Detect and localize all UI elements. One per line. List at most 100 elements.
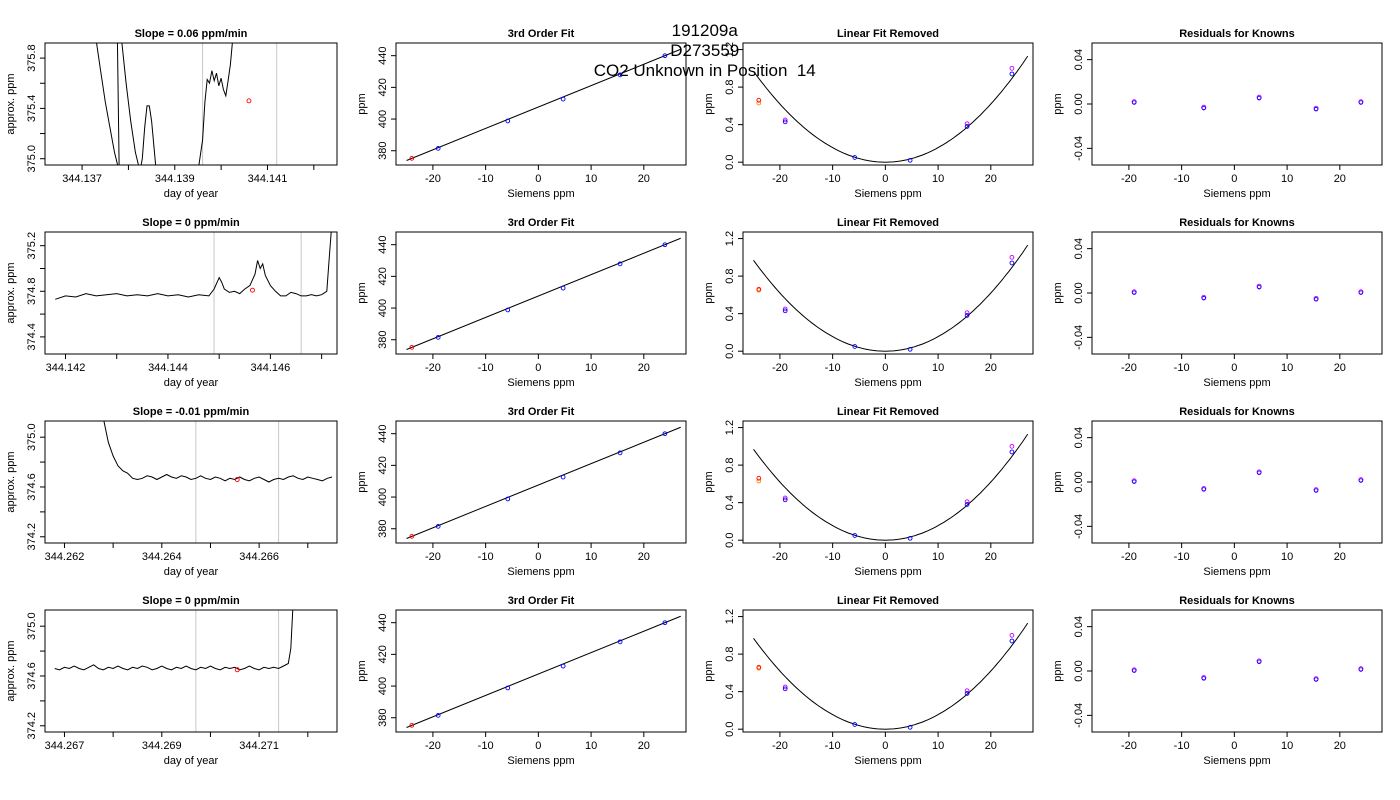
data-point xyxy=(756,97,762,103)
x-tick-label: 344.144 xyxy=(148,362,188,374)
x-tick-label: 10 xyxy=(932,551,944,563)
data-point xyxy=(435,524,441,529)
y-tick-label: 374.4 xyxy=(26,323,38,351)
x-tick-label: -20 xyxy=(1121,740,1137,752)
y-axis-label: ppm xyxy=(1052,282,1064,303)
data-point xyxy=(1009,632,1015,638)
residual-point-blue xyxy=(1313,297,1319,302)
plot-frame xyxy=(395,231,687,355)
data-point xyxy=(1009,638,1015,644)
plot-frame xyxy=(742,42,1034,166)
y-tick-label: 420 xyxy=(377,78,389,96)
x-tick-label: -10 xyxy=(825,173,841,185)
data-point xyxy=(964,313,970,318)
y-tick-label: 0.00 xyxy=(1073,660,1085,681)
plot-contents xyxy=(1131,469,1364,493)
residual-point-blue xyxy=(1201,105,1206,111)
panel-linear_removed-row-4: Linear Fit Removed Siemens ppm ppm -20 -10 0 1… xyxy=(703,595,1034,767)
x-tick-label: -10 xyxy=(1174,740,1190,752)
tank-id: D273559 xyxy=(670,41,740,60)
x-tick-label: -10 xyxy=(1174,551,1190,563)
residual-point-magenta xyxy=(1201,294,1207,300)
x-tick-label: 0 xyxy=(1231,740,1237,752)
residual-point-blue xyxy=(1358,100,1364,105)
x-tick-label: 0 xyxy=(882,173,888,185)
data-point xyxy=(1009,449,1015,455)
plot-frame xyxy=(395,420,687,544)
panel-residuals-row-3: Residuals for Knowns Siemens ppm ppm -20 -10… xyxy=(1052,406,1383,578)
x-tick-label: -10 xyxy=(825,362,841,374)
x-tick-label: 20 xyxy=(1334,551,1346,563)
x-tick-label: -20 xyxy=(425,551,441,563)
residual-point-blue xyxy=(1201,676,1206,681)
residual-point-blue xyxy=(1313,107,1319,112)
panel-title: Residuals for Knowns xyxy=(1179,595,1295,607)
data-point xyxy=(505,307,511,313)
data-point xyxy=(907,157,913,163)
x-tick-label: -20 xyxy=(772,551,788,563)
x-axis-label: day of year xyxy=(164,188,219,200)
x-tick-label: -10 xyxy=(1174,173,1190,185)
x-tick-label: 20 xyxy=(1334,362,1346,374)
x-tick-label: 10 xyxy=(585,551,597,563)
run-id: 191209a xyxy=(671,21,738,40)
panel-title: Slope = 0.06 ppm/min xyxy=(135,28,248,40)
data-point xyxy=(782,308,788,314)
plot-contents xyxy=(406,426,681,539)
plot-contents xyxy=(753,433,1029,541)
x-axis-label: day of year xyxy=(164,566,219,578)
data-point xyxy=(560,285,566,291)
data-point xyxy=(560,663,566,669)
panel-title: 3rd Order Fit xyxy=(508,217,575,229)
data-point xyxy=(907,346,913,352)
data-point xyxy=(964,502,970,507)
panel-title: Linear Fit Removed xyxy=(837,595,939,607)
residual-point-blue xyxy=(1201,487,1206,492)
x-tick-label: 20 xyxy=(638,740,650,752)
x-tick-label: -20 xyxy=(772,173,788,185)
panel-trace-row-4: Slope = 0 ppm/min day of year approx. ppm 3… xyxy=(5,595,338,767)
y-tick-label: 375.2 xyxy=(26,232,38,260)
x-tick-label: 344.267 xyxy=(45,740,85,752)
y-axis-label: ppm xyxy=(703,282,715,303)
trace-line xyxy=(96,43,233,165)
residual-point-magenta xyxy=(1313,676,1319,682)
x-tick-label: 0 xyxy=(535,740,541,752)
x-tick-label: -20 xyxy=(1121,551,1137,563)
fit-line xyxy=(406,426,681,539)
data-point xyxy=(756,664,762,670)
x-tick-label: -20 xyxy=(772,740,788,752)
y-tick-label: 1.2 xyxy=(724,42,736,57)
y-tick-label: 0.04 xyxy=(1073,427,1085,448)
y-tick-label: 0.0 xyxy=(724,344,736,359)
fit-curve xyxy=(753,244,1029,352)
plot-frame xyxy=(1091,231,1383,355)
y-axis-label: ppm xyxy=(1052,93,1064,114)
y-tick-label: 440 xyxy=(377,235,389,253)
data-point xyxy=(756,475,762,481)
x-axis-label: Siemens ppm xyxy=(854,755,921,767)
x-axis-label: Siemens ppm xyxy=(507,566,574,578)
x-tick-label: 0 xyxy=(882,551,888,563)
mean-point xyxy=(234,477,240,482)
data-point xyxy=(756,100,762,106)
x-tick-label: 344.146 xyxy=(251,362,291,374)
x-tick-label: 10 xyxy=(585,173,597,185)
data-point xyxy=(964,499,970,505)
x-tick-label: 20 xyxy=(1334,173,1346,185)
x-tick-label: 344.137 xyxy=(62,173,102,185)
panel-linear_removed-row-1: Linear Fit Removed Siemens ppm ppm -20 -10 0 1… xyxy=(703,28,1034,200)
x-axis-label: day of year xyxy=(164,377,219,389)
data-point xyxy=(964,310,970,316)
y-tick-label: 375.4 xyxy=(26,95,38,123)
x-tick-label: 20 xyxy=(1334,740,1346,752)
residual-point-magenta xyxy=(1358,289,1364,295)
y-axis-label: ppm xyxy=(356,660,368,681)
data-point xyxy=(409,155,415,161)
data-point xyxy=(964,121,970,127)
data-point xyxy=(907,724,913,730)
residual-point-magenta xyxy=(1201,104,1207,110)
y-tick-label: -0.04 xyxy=(1073,325,1085,350)
y-tick-label: 0.4 xyxy=(724,306,736,321)
trace-line xyxy=(103,421,333,483)
